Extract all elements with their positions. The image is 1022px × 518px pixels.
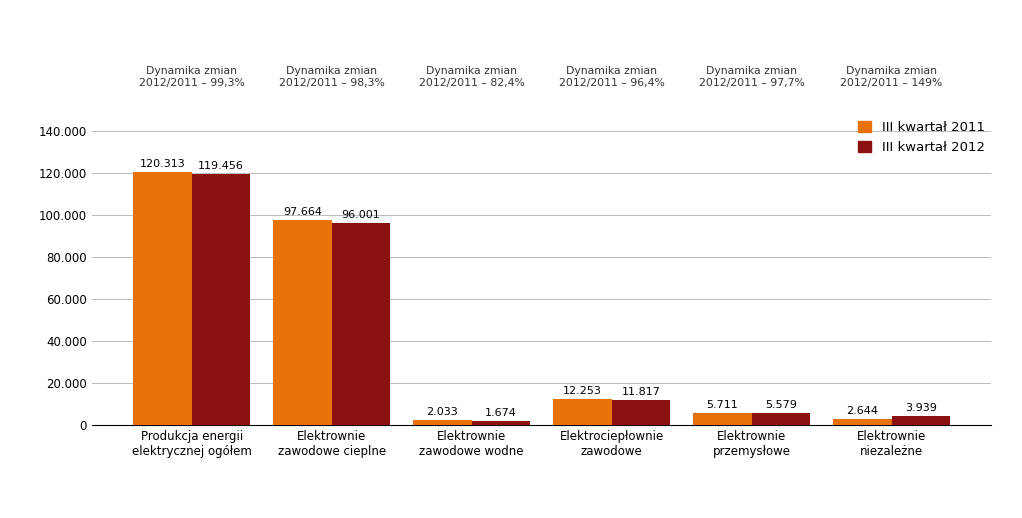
- Bar: [273, 220, 332, 425]
- Text: 97.664: 97.664: [283, 207, 322, 217]
- Bar: [472, 421, 530, 425]
- Bar: [833, 419, 891, 425]
- Bar: [751, 413, 810, 425]
- Bar: [891, 416, 950, 425]
- Bar: [332, 223, 390, 425]
- Text: 11.817: 11.817: [621, 387, 660, 397]
- Bar: [611, 400, 670, 425]
- Bar: [413, 421, 472, 425]
- Bar: [192, 174, 250, 425]
- Text: Dynamika zmian
2012/2011 – 99,3%: Dynamika zmian 2012/2011 – 99,3%: [139, 66, 244, 88]
- Text: Dynamika zmian
2012/2011 – 149%: Dynamika zmian 2012/2011 – 149%: [840, 66, 943, 88]
- Text: 96.001: 96.001: [341, 210, 380, 220]
- Text: 5.711: 5.711: [706, 399, 738, 410]
- Text: Dynamika zmian
2012/2011 – 97,7%: Dynamika zmian 2012/2011 – 97,7%: [699, 66, 804, 88]
- Bar: [553, 399, 611, 425]
- Text: 2.644: 2.644: [846, 406, 878, 416]
- Text: 2.033: 2.033: [426, 407, 458, 418]
- Text: 12.253: 12.253: [563, 386, 602, 396]
- Legend: III kwartał 2011, III kwartał 2012: III kwartał 2011, III kwartał 2012: [858, 121, 985, 154]
- Text: Dynamika zmian
2012/2011 – 98,3%: Dynamika zmian 2012/2011 – 98,3%: [279, 66, 384, 88]
- Text: 3.939: 3.939: [905, 404, 937, 413]
- Text: 1.674: 1.674: [485, 408, 517, 418]
- Text: Dynamika zmian
2012/2011 – 82,4%: Dynamika zmian 2012/2011 – 82,4%: [419, 66, 524, 88]
- Text: Dynamika zmian
2012/2011 – 96,4%: Dynamika zmian 2012/2011 – 96,4%: [559, 66, 664, 88]
- Text: 119.456: 119.456: [198, 161, 244, 171]
- Text: 120.313: 120.313: [139, 159, 185, 169]
- Bar: [133, 172, 192, 425]
- Bar: [693, 413, 751, 425]
- Text: 5.579: 5.579: [765, 400, 797, 410]
